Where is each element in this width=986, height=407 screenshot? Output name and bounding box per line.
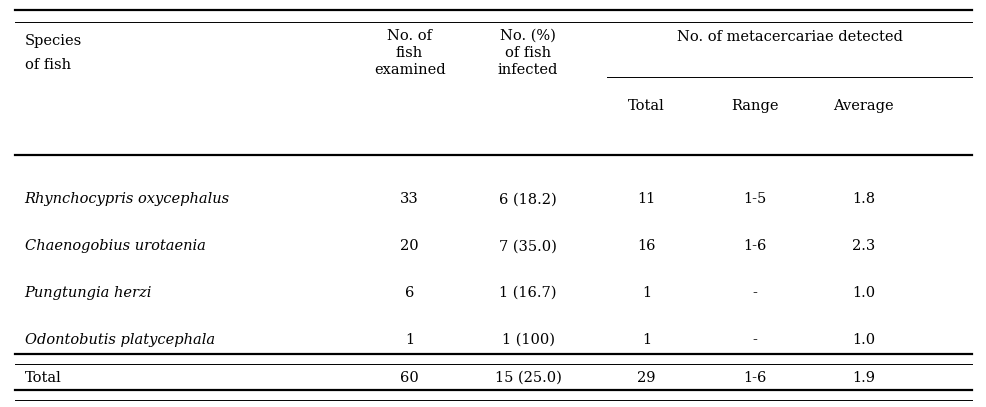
Text: No. of
fish
examined: No. of fish examined	[374, 28, 445, 77]
Text: 1.0: 1.0	[851, 333, 875, 347]
Text: -: -	[752, 286, 756, 300]
Text: 16: 16	[637, 239, 655, 253]
Text: 33: 33	[400, 193, 418, 206]
Text: Odontobutis platycephala: Odontobutis platycephala	[25, 333, 215, 347]
Text: 20: 20	[400, 239, 418, 253]
Text: 15 (25.0): 15 (25.0)	[494, 371, 561, 385]
Text: 6 (18.2): 6 (18.2)	[499, 193, 556, 206]
Text: No. (%)
of fish
infected: No. (%) of fish infected	[497, 28, 558, 77]
Text: Range: Range	[731, 99, 778, 113]
Text: 1: 1	[641, 333, 651, 347]
Text: 1 (16.7): 1 (16.7)	[499, 286, 556, 300]
Text: 6: 6	[404, 286, 414, 300]
Text: 1.8: 1.8	[851, 193, 875, 206]
Text: Total: Total	[627, 99, 665, 113]
Text: Total: Total	[25, 371, 61, 385]
Text: 11: 11	[637, 193, 655, 206]
Text: 29: 29	[637, 371, 655, 385]
Text: 1 (100): 1 (100)	[501, 333, 554, 347]
Text: 1: 1	[404, 333, 414, 347]
Text: 1-6: 1-6	[742, 239, 766, 253]
Text: -: -	[752, 333, 756, 347]
Text: 1.9: 1.9	[851, 371, 875, 385]
Text: 60: 60	[400, 371, 418, 385]
Text: 2.3: 2.3	[851, 239, 875, 253]
Text: 7 (35.0): 7 (35.0)	[499, 239, 556, 253]
Text: Rhynchocypris oxycephalus: Rhynchocypris oxycephalus	[25, 193, 230, 206]
Text: Species: Species	[25, 34, 82, 48]
Text: 1-5: 1-5	[742, 193, 766, 206]
Text: Chaenogobius urotaenia: Chaenogobius urotaenia	[25, 239, 205, 253]
Text: of fish: of fish	[25, 58, 71, 72]
Text: No. of metacercariae detected: No. of metacercariae detected	[676, 30, 901, 44]
Text: 1-6: 1-6	[742, 371, 766, 385]
Text: 1.0: 1.0	[851, 286, 875, 300]
Text: Pungtungia herzi: Pungtungia herzi	[25, 286, 152, 300]
Text: Average: Average	[832, 99, 893, 113]
Text: 1: 1	[641, 286, 651, 300]
